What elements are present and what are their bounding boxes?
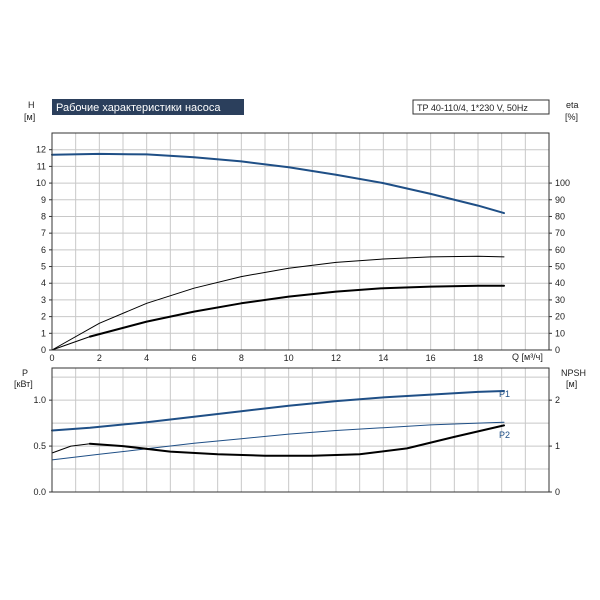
npsh-axis-unit: [м]: [566, 379, 577, 389]
q-axis-label: Q [м³/ч]: [512, 352, 543, 362]
bottom-series-3: [51, 443, 91, 454]
top-left-tick-label: 4: [41, 278, 46, 288]
top-right-tick-label: 30: [555, 295, 565, 305]
top-left-tick-label: 0: [41, 345, 46, 355]
model-label: TP 40-110/4, 1*230 V, 50Hz: [417, 103, 528, 113]
bottom-right-tick-label: 0: [555, 487, 560, 497]
top-x-tick-label: 18: [473, 353, 483, 363]
p-axis-unit: [кВт]: [14, 379, 33, 389]
top-left-tick-label: 5: [41, 262, 46, 272]
h-axis-unit: [м]: [24, 112, 35, 122]
top-left-tick-label: 11: [37, 161, 46, 171]
bottom-series-p2: [51, 421, 505, 461]
bottom-left-tick-label: 0.0: [33, 487, 46, 497]
top-left-tick-label: 10: [36, 178, 46, 188]
npsh-axis-symbol: NPSH: [561, 368, 586, 378]
h-axis-symbol: H: [28, 100, 35, 110]
p-axis-symbol: P: [22, 368, 28, 378]
top-x-tick-label: 16: [426, 353, 436, 363]
bottom-right-tick-label: 1: [555, 441, 560, 451]
top-series-2: [88, 284, 505, 338]
series-label-p2: P2: [499, 430, 510, 440]
top-series-3: [51, 336, 91, 351]
top-x-tick-label: 14: [378, 353, 388, 363]
top-right-tick-label: 50: [555, 262, 565, 272]
top-x-tick-label: 10: [284, 353, 294, 363]
top-right-tick-label: 10: [555, 328, 565, 338]
top-left-tick-label: 9: [41, 195, 46, 205]
top-right-tick-label: 70: [555, 228, 565, 238]
series-label-p1: P1: [499, 389, 510, 399]
bottom-chart-frame: [51, 367, 550, 493]
top-chart-grid: [52, 133, 549, 351]
top-series-1: [51, 255, 505, 351]
bottom-chart-grid: [52, 368, 549, 493]
top-left-tick-label: 6: [41, 245, 46, 255]
top-chart-series: [51, 152, 505, 351]
top-right-tick-label: 60: [555, 245, 565, 255]
bottom-left-tick-label: 0.5: [33, 441, 46, 451]
top-x-tick-label: 12: [331, 353, 341, 363]
top-x-tick-label: 0: [49, 353, 54, 363]
chart-title: Рабочие характеристики насоса: [56, 102, 221, 114]
top-chart-frame: [51, 132, 550, 351]
eta-axis-unit: [%]: [565, 112, 578, 122]
top-x-tick-label: 4: [144, 353, 149, 363]
top-right-tick-label: 100: [555, 178, 570, 188]
top-right-tick-label: 90: [555, 195, 565, 205]
bottom-series-2: [88, 424, 505, 457]
top-left-tick-label: 2: [41, 312, 46, 322]
top-right-tick-label: 40: [555, 278, 565, 288]
bottom-chart-series: [51, 390, 505, 461]
bottom-series-p1: [51, 390, 505, 432]
top-x-tick-label: 2: [97, 353, 102, 363]
eta-axis-symbol: eta: [566, 100, 579, 110]
top-left-tick-label: 1: [41, 328, 46, 338]
bottom-left-tick-label: 1.0: [33, 395, 46, 405]
top-right-tick-label: 20: [555, 312, 565, 322]
top-x-tick-label: 8: [239, 353, 244, 363]
top-series-0: [51, 152, 505, 215]
title-bg: [52, 99, 244, 115]
top-left-tick-label: 12: [36, 145, 46, 155]
top-left-tick-label: 3: [41, 295, 46, 305]
bottom-right-tick-label: 2: [555, 395, 560, 405]
top-right-tick-label: 0: [555, 345, 560, 355]
top-left-tick-label: 7: [41, 228, 46, 238]
top-right-tick-label: 80: [555, 211, 565, 221]
model-box: [412, 99, 550, 115]
top-x-tick-label: 6: [191, 353, 196, 363]
top-left-tick-label: 8: [41, 211, 46, 221]
